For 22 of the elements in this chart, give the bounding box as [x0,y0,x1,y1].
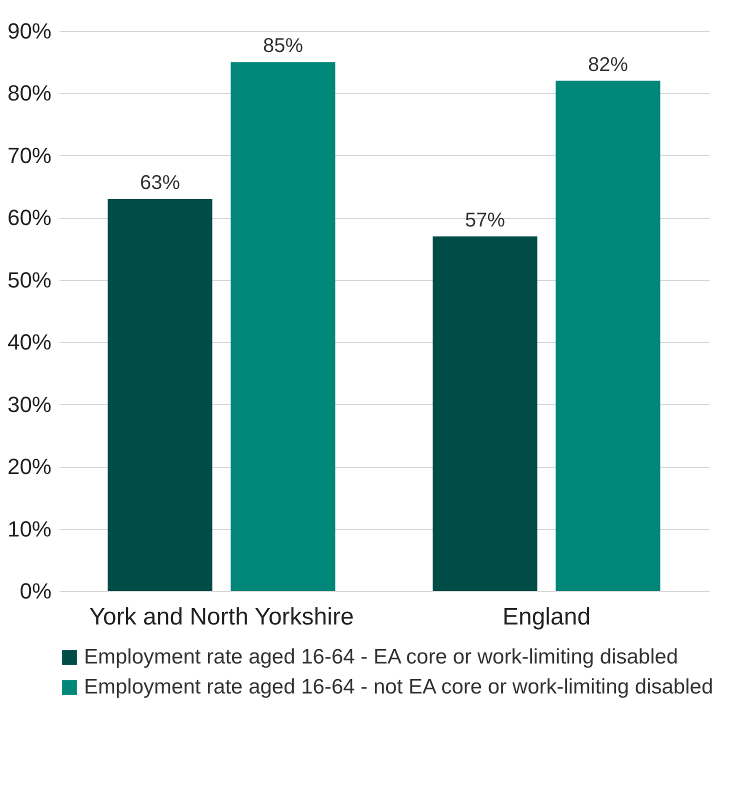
bar [108,199,212,591]
legend-label: Employment rate aged 16-64 - EA core or work-limiting disabled [84,646,678,668]
text: 63% [140,172,180,194]
legend-label: Employment rate aged 16-64 - not EA core or work-limiting disabled [84,676,714,698]
text: 57% [465,209,506,232]
y-tick-label: 10% [7,516,52,542]
y-tick-label: 40% [7,330,52,355]
text: 82% [588,54,628,76]
bar [230,62,336,591]
y-tick-label: 70% [7,142,52,168]
y-tick-label: 30% [7,392,52,417]
y-tick-label: 80% [7,80,52,106]
y-tick-label: 20% [7,454,52,480]
bar [556,80,660,591]
text: 85% [262,35,303,58]
y-tick-label: 60% [7,205,52,230]
x-tick-label: England [502,604,591,630]
y-tick-label: 90% [7,18,52,44]
bar [432,236,538,591]
y-tick-label: 0% [20,578,52,604]
y-tick-label: 50% [7,267,52,292]
x-tick-label: York and North Yorkshire [89,604,354,630]
